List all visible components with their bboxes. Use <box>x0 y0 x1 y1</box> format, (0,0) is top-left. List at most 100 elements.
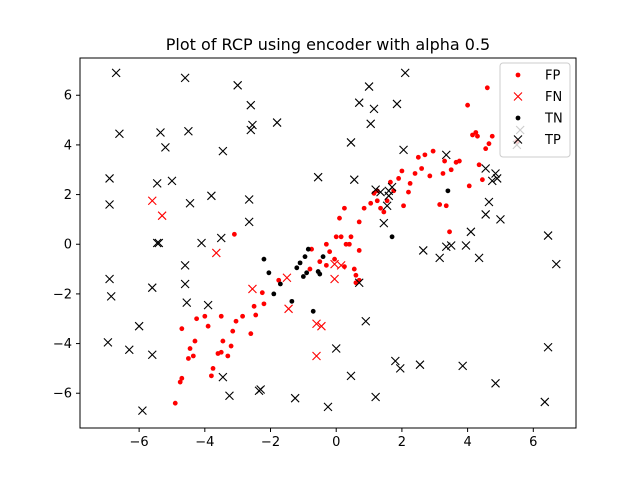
data-point-tp <box>461 241 471 250</box>
y-tick-label: −6 <box>53 387 72 402</box>
data-point-tn <box>305 246 311 252</box>
data-point-tp <box>197 238 206 248</box>
data-point-tp <box>349 175 359 185</box>
data-point-tp <box>492 174 502 183</box>
data-point-fp <box>231 231 237 237</box>
data-point-fp <box>230 328 236 334</box>
legend-marker-fn <box>513 92 523 101</box>
data-point-tp <box>474 253 484 263</box>
data-point-fp <box>323 241 329 247</box>
data-point-tp <box>364 82 374 91</box>
data-point-tn <box>271 291 277 297</box>
data-point-tp <box>256 385 266 394</box>
data-point-fp <box>443 203 449 209</box>
data-point-fp <box>442 158 448 164</box>
data-point-fn <box>312 351 321 361</box>
data-point-tp <box>115 129 124 139</box>
data-point-tp <box>111 68 121 78</box>
data-point-fp <box>486 141 492 147</box>
data-point-tp <box>551 259 561 269</box>
data-point-fp <box>456 158 462 164</box>
data-point-fp <box>346 241 352 247</box>
data-point-fp <box>407 181 413 186</box>
y-tick-label: 2 <box>64 188 72 203</box>
data-point-fp <box>205 323 211 329</box>
data-point-tp <box>346 371 356 381</box>
data-point-fp <box>361 205 367 211</box>
data-point-fp <box>333 234 339 240</box>
data-point-fp <box>327 249 333 255</box>
data-point-fp <box>368 200 374 206</box>
data-point-tp <box>225 391 234 401</box>
data-point-tp <box>246 100 256 110</box>
data-point-tp <box>272 118 282 127</box>
data-point-tp <box>481 164 491 173</box>
data-point-tp <box>371 392 381 402</box>
data-point-fp <box>356 248 362 253</box>
data-point-fp <box>233 318 239 324</box>
series-fn <box>147 196 346 361</box>
data-point-fn <box>284 304 293 314</box>
data-point-tp <box>248 120 257 130</box>
data-point-fp <box>356 219 362 225</box>
y-tick-label: 6 <box>64 89 72 104</box>
x-tick-label: 4 <box>463 435 471 450</box>
data-point-tp <box>369 104 379 114</box>
data-point-fp <box>208 373 214 379</box>
data-point-fp <box>483 146 489 152</box>
x-tick-label: −4 <box>195 435 214 450</box>
data-point-tp <box>435 253 445 263</box>
plot-area <box>103 68 561 416</box>
data-point-tp <box>484 197 494 207</box>
data-point-tp <box>415 360 425 370</box>
data-point-tp <box>491 378 500 388</box>
data-point-fn <box>330 274 339 284</box>
data-point-tp <box>346 138 356 147</box>
data-point-tp <box>354 98 364 108</box>
data-point-fp <box>353 272 359 278</box>
data-point-tp <box>203 300 213 310</box>
data-point-fp <box>220 338 226 344</box>
data-point-tp <box>361 316 371 326</box>
data-point-fp <box>177 379 183 385</box>
data-point-tp <box>105 200 114 209</box>
data-point-fn <box>317 321 326 331</box>
data-point-tn <box>261 256 267 262</box>
data-point-tp <box>154 238 164 248</box>
data-point-tp <box>371 185 381 194</box>
data-point-tp <box>313 172 323 182</box>
data-point-fp <box>172 400 178 406</box>
data-point-fp <box>179 326 185 332</box>
data-point-tp <box>216 233 226 243</box>
data-point-tn <box>277 281 283 287</box>
data-point-tn <box>297 260 303 266</box>
data-point-tp <box>395 364 405 373</box>
data-point-fp <box>187 346 193 351</box>
data-point-fp <box>225 353 231 359</box>
data-point-tp <box>487 176 497 186</box>
data-point-fp <box>261 301 267 307</box>
data-point-fp <box>396 176 402 181</box>
data-point-tp <box>161 143 170 152</box>
y-axis: −6 −4 −2 0 2 4 6 <box>53 89 80 402</box>
data-point-tp <box>180 279 190 289</box>
data-point-fp <box>351 266 357 272</box>
data-point-fp <box>332 256 337 262</box>
data-point-tp <box>124 345 134 355</box>
data-point-fp <box>192 338 198 344</box>
data-point-fp <box>248 331 254 337</box>
data-point-fp <box>202 313 208 319</box>
data-point-tp <box>218 146 228 156</box>
data-point-fp <box>489 133 495 139</box>
data-point-tp <box>246 125 256 135</box>
series-tp <box>103 68 561 416</box>
x-tick-label: 0 <box>332 435 340 450</box>
data-point-fp <box>466 183 472 189</box>
data-point-tn <box>317 271 323 277</box>
y-tick-label: −4 <box>53 337 72 352</box>
data-point-tn <box>300 274 306 279</box>
legend-label-fn: FN <box>545 90 562 105</box>
data-point-fp <box>484 85 490 91</box>
data-point-tp <box>152 238 162 248</box>
